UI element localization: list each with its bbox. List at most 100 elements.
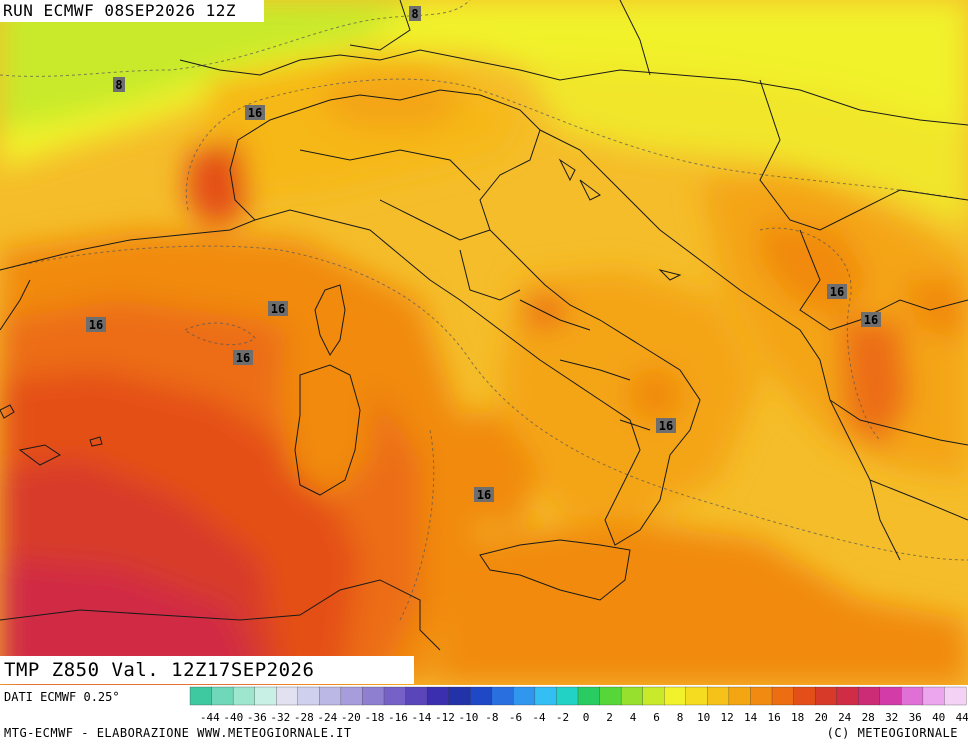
contour-value-label: 16: [86, 317, 106, 332]
color-scale-swatch: [750, 686, 773, 706]
contour-value-label: 16: [474, 487, 494, 502]
svg-text:16: 16: [271, 302, 285, 316]
svg-text:16: 16: [236, 351, 250, 365]
color-scale-tick-label: 10: [697, 711, 710, 724]
color-scale-swatch: [728, 686, 751, 706]
color-scale-swatch: [556, 686, 579, 706]
color-scale-swatch: [513, 686, 536, 706]
color-scale-swatch: [707, 686, 730, 706]
color-scale-tick-label: 6: [653, 711, 660, 724]
contour-value-label: 16: [827, 284, 847, 299]
data-source-label: DATI ECMWF 0.25°: [4, 690, 120, 704]
color-scale-tick-label: -12: [435, 711, 455, 724]
svg-text:16: 16: [89, 318, 103, 332]
color-scale-tick-label: -24: [317, 711, 337, 724]
color-scale-tick-label: 28: [862, 711, 875, 724]
color-scale-swatch: [858, 686, 881, 706]
color-scale-tick-label: 24: [838, 711, 852, 724]
color-scale: -44 -40 -36 -32 -28 -24 -20 -18 -16 -14 -12 -10 -8 -6…: [189, 686, 968, 724]
color-scale-swatch: [448, 686, 471, 706]
color-scale-swatch: [599, 686, 622, 706]
color-scale-swatches: [189, 686, 967, 706]
color-scale-swatch: [189, 686, 213, 706]
run-info-label: RUN ECMWF 08SEP2026 12Z: [0, 0, 264, 22]
color-scale-tick-label: -6: [509, 711, 522, 724]
color-scale-swatch: [470, 686, 493, 706]
color-scale-tick-label: -44: [200, 711, 220, 724]
color-scale-swatch: [297, 686, 320, 706]
color-scale-swatch: [319, 686, 342, 706]
color-scale-swatch: [879, 686, 902, 706]
contour-labels: 8 8 16 16 16 16 16 16 16 16: [86, 6, 881, 502]
color-scale-tick-label: 18: [791, 711, 804, 724]
footer-credit: MTG-ECMWF - ELABORAZIONE WWW.METEOGIORNA…: [4, 726, 352, 740]
color-scale-swatch: [254, 686, 277, 706]
svg-text:16: 16: [830, 285, 844, 299]
color-scale-swatch: [771, 686, 795, 706]
color-scale-tick-label: -14: [411, 711, 431, 724]
color-scale-tick-label: -32: [270, 711, 290, 724]
color-scale-swatch: [340, 686, 363, 706]
color-scale-tick-label: 0: [583, 711, 590, 724]
color-scale-swatch: [426, 686, 450, 706]
color-scale-swatch: [383, 686, 407, 706]
color-scale-swatch: [362, 686, 385, 706]
svg-text:16: 16: [864, 313, 878, 327]
footer-copyright: (C) METEOGIORNALE: [826, 726, 958, 740]
color-scale-tick-label: 20: [815, 711, 828, 724]
color-scale-tick-label: -10: [458, 711, 478, 724]
color-scale-swatch: [642, 686, 665, 706]
color-scale-swatch: [620, 686, 644, 706]
color-scale-tick-label: 40: [932, 711, 945, 724]
color-scale-tick-label: -2: [556, 711, 569, 724]
color-scale-tick-label: -40: [223, 711, 243, 724]
svg-text:16: 16: [659, 419, 673, 433]
color-scale-swatch: [664, 686, 687, 706]
color-scale-swatch: [793, 686, 816, 706]
color-scale-tick-label: 2: [606, 711, 613, 724]
color-scale-labels: -44 -40 -36 -32 -28 -24 -20 -18 -16 -14 -12 -10 -8 -6…: [200, 711, 968, 724]
color-scale-tick-label: -18: [364, 711, 384, 724]
color-scale-tick-label: -4: [532, 711, 546, 724]
contour-value-label: 16: [245, 105, 265, 120]
color-scale-swatch: [211, 686, 234, 706]
color-scale-swatch: [836, 686, 859, 706]
color-scale-swatch: [922, 686, 945, 706]
contour-value-label: 8: [113, 77, 125, 92]
svg-text:8: 8: [411, 7, 418, 21]
color-scale-tick-label: -20: [341, 711, 361, 724]
temperature-fill: [0, 0, 968, 685]
color-scale-tick-label: 12: [720, 711, 733, 724]
color-scale-swatch: [232, 686, 256, 706]
contour-value-label: 8: [409, 6, 421, 21]
color-scale-swatch: [577, 686, 601, 706]
contour-value-label: 16: [861, 312, 881, 327]
color-scale-tick-label: 4: [630, 711, 637, 724]
color-scale-swatch: [901, 686, 924, 706]
svg-text:8: 8: [115, 78, 122, 92]
color-scale-tick-label: 16: [767, 711, 780, 724]
color-scale-tick-label: -28: [294, 711, 314, 724]
color-scale-tick-label: 44: [956, 711, 968, 724]
color-scale-swatch: [814, 686, 838, 706]
color-scale-tick-label: 36: [909, 711, 922, 724]
svg-text:16: 16: [248, 106, 262, 120]
contour-value-label: 16: [656, 418, 676, 433]
color-scale-tick-label: -36: [247, 711, 267, 724]
color-scale-swatch: [944, 686, 967, 706]
color-scale-swatch: [534, 686, 557, 706]
contour-value-label: 16: [233, 350, 253, 365]
contour-value-label: 16: [268, 301, 288, 316]
color-scale-swatch: [405, 686, 428, 706]
color-scale-tick-label: 32: [885, 711, 898, 724]
color-scale-tick-label: -8: [485, 711, 498, 724]
color-scale-tick-label: 14: [744, 711, 758, 724]
temperature-map: 8 8 16 16 16 16 16 16 16 16: [0, 0, 968, 685]
coastlines: [0, 0, 968, 651]
map-title: TMP Z850 Val. 12Z17SEP2026: [0, 656, 414, 684]
color-scale-swatch: [276, 686, 299, 706]
color-scale-tick-label: -16: [388, 711, 408, 724]
color-scale-tick-label: 8: [677, 711, 684, 724]
color-scale-swatch: [685, 686, 708, 706]
svg-text:16: 16: [477, 488, 491, 502]
